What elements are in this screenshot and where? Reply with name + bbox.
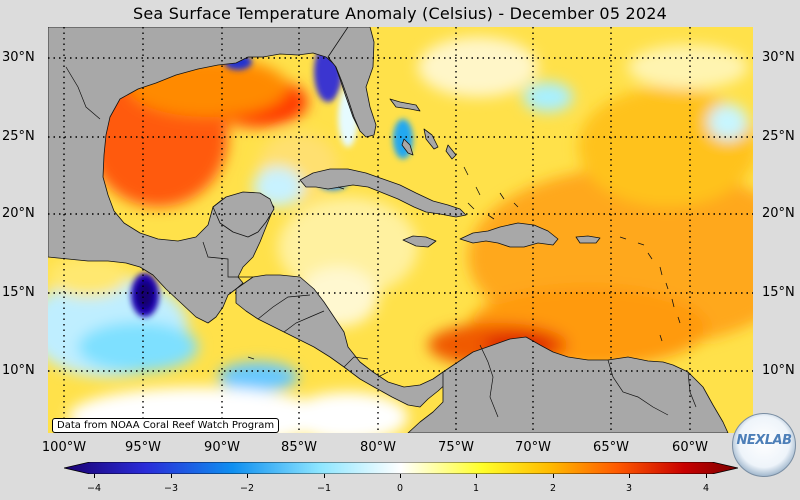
- colorbar-tickmark: [324, 474, 325, 478]
- lon-label-90w: 90°W: [204, 440, 240, 455]
- graticule: [48, 27, 753, 433]
- colorbar-tick-label: 0: [396, 483, 404, 494]
- lat-label-left-25: 25°N: [2, 129, 35, 144]
- colorbar-tickmark: [553, 474, 554, 478]
- colorbar-tickmark: [629, 474, 630, 478]
- lon-label-95w: 95°W: [125, 440, 161, 455]
- lat-label-right-30: 30°N: [762, 50, 795, 65]
- colorbar-tickmark: [476, 474, 477, 478]
- lat-label-left-10: 10°N: [2, 363, 35, 378]
- data-source-note: Data from NOAA Coral Reef Watch Program: [52, 418, 280, 433]
- country-borders: [65, 66, 697, 418]
- colorbar-tickmark: [94, 474, 95, 478]
- lon-label-100w: 100°W: [41, 440, 87, 455]
- colorbar-tick-label: −1: [316, 483, 332, 494]
- colorbar-tickmark: [171, 474, 172, 478]
- nexlab-logo: NEXLAB: [732, 413, 796, 477]
- colorbar-tick-label: 2: [549, 483, 557, 494]
- colorbar-tickmark: [247, 474, 248, 478]
- colorbar-tick-label: 4: [702, 483, 710, 494]
- map-title: Sea Surface Temperature Anomaly (Celsius…: [133, 4, 667, 23]
- lon-label-60w: 60°W: [672, 440, 708, 455]
- lon-label-65w: 65°W: [593, 440, 629, 455]
- colorbar-tick-label: −4: [86, 483, 102, 494]
- colorbar-tick-label: −3: [163, 483, 179, 494]
- colorbar-tick-label: 3: [625, 483, 633, 494]
- lon-label-70w: 70°W: [515, 440, 551, 455]
- lon-label-75w: 75°W: [438, 440, 474, 455]
- sst-anomaly-map: [48, 27, 753, 433]
- lat-label-right-10: 10°N: [762, 363, 795, 378]
- lat-label-left-15: 15°N: [2, 285, 35, 300]
- colorbar-tickmark: [400, 474, 401, 478]
- lat-label-right-20: 20°N: [762, 206, 795, 221]
- lon-label-80w: 80°W: [360, 440, 396, 455]
- colorbar-tickmark: [706, 474, 707, 478]
- lat-label-left-30: 30°N: [2, 50, 35, 65]
- lat-label-left-20: 20°N: [2, 206, 35, 221]
- lon-label-85w: 85°W: [281, 440, 317, 455]
- colorbar-tick-label: −2: [239, 483, 255, 494]
- colorbar: [64, 462, 738, 474]
- lat-label-right-25: 25°N: [762, 129, 795, 144]
- lat-label-right-15: 15°N: [762, 285, 795, 300]
- logo-text: NEXLAB: [736, 433, 792, 448]
- landmass: [48, 27, 729, 433]
- island-outlines: [247, 166, 681, 360]
- colorbar-tick-label: 1: [472, 483, 480, 494]
